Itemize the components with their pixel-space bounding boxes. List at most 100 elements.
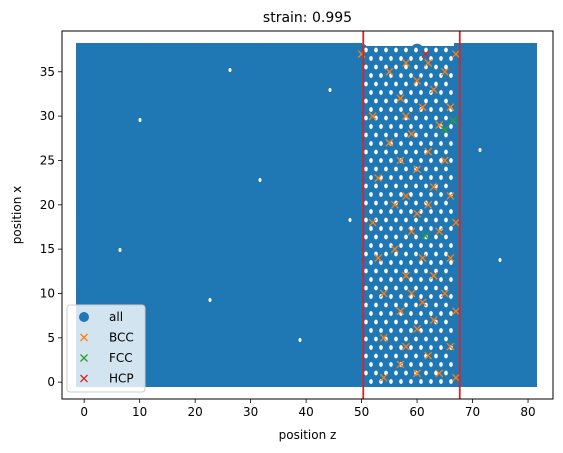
bcc-point [374,254,383,262]
void-gap [404,166,408,172]
void-gap [379,311,383,316]
void-gap [409,107,413,112]
bcc-point [368,112,377,121]
bcc-point [440,289,449,298]
legend-marker-hcp [80,374,88,383]
void-gap [409,124,413,129]
legend-label: FCC [109,351,133,365]
void-gap [414,285,418,291]
void-gap [429,192,433,197]
void-gap [394,183,398,189]
void-gap [419,124,423,129]
void-gap [449,209,453,214]
void-gap [399,345,403,350]
void-gap [414,132,418,138]
bcc-point [451,373,460,382]
bcc-point [435,369,444,378]
void-gap [364,234,368,240]
bcc-point [418,254,427,262]
all-point [522,198,535,211]
void-gap [444,47,448,53]
all-point [78,110,91,123]
void-gap [404,319,408,325]
void-gap [404,268,408,274]
void-gap [399,294,403,299]
void-gap [444,149,448,155]
x-axis-title: position z [279,428,337,442]
void-gap [298,338,302,342]
void-gap [414,149,418,155]
void-gap [374,98,378,104]
void-gap [399,107,403,112]
void-gap [384,319,388,325]
bcc-point [379,373,388,382]
void-gap [434,353,438,359]
bcc-point [424,147,433,156]
void-gap [384,47,388,53]
void-gap [389,124,393,129]
void-gap [394,149,398,155]
bcc-point [446,191,455,200]
void-gap [439,379,443,384]
void-gap [419,158,423,163]
bcc-point [379,333,388,342]
void-gap [404,336,408,342]
void-gap [384,98,388,104]
all-point [244,371,257,384]
void-gap [369,260,373,265]
void-gap [429,158,433,163]
void-gap [369,175,373,180]
void-gap [389,379,393,384]
void-gap [369,311,373,316]
y-tick-label: 30 [40,109,55,123]
void-gap [424,183,428,189]
all-point [300,371,313,384]
bcc-point [429,271,438,280]
void-gap [374,234,378,240]
void-gap [369,345,373,350]
void-gap [374,285,378,291]
void-gap [379,192,383,197]
void-gap [394,336,398,342]
void-gap [424,268,428,274]
void-gap [424,217,428,223]
bcc-point [407,129,416,138]
void-gap [434,251,438,257]
void-gap [449,243,453,248]
void-gap [364,81,368,87]
void-gap [399,209,403,214]
void-gap [444,98,448,104]
crystal-points-group [357,50,460,382]
void-gap [394,268,398,274]
void-gap [419,226,423,231]
void-gap [389,56,393,61]
void-gap [374,81,378,87]
y-axis-ticks: 0 5 10 15 20 25 30 35 [40,65,62,389]
void-gap [449,294,453,299]
void-gap [414,47,418,53]
void-gap [404,64,408,70]
void-gap [404,149,408,155]
void-gap [369,192,373,197]
void-gap [419,362,423,367]
void-gap [364,336,368,342]
void-gap [449,379,453,384]
void-gap [384,64,388,70]
void-gap [424,47,428,53]
void-gap [424,166,428,172]
void-gap [399,56,403,61]
void-gap [394,370,398,376]
all-point [189,371,202,384]
void-gap [404,98,408,104]
bcc-point [413,76,422,85]
all-point [244,43,257,56]
void-gap [424,285,428,291]
bcc-point [418,103,427,112]
void-gap [138,118,142,122]
void-gap [444,217,448,223]
void-gap [369,107,373,112]
void-gap [434,336,438,342]
void-gap [434,115,438,121]
void-gap [374,302,378,308]
void-gap [379,73,383,78]
